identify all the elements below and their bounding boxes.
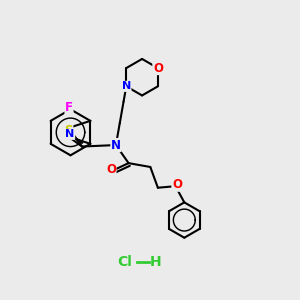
Text: N: N: [65, 129, 75, 140]
Text: O: O: [172, 178, 182, 191]
Text: S: S: [64, 124, 73, 137]
Text: N: N: [122, 81, 131, 91]
Text: O: O: [153, 61, 163, 75]
Text: F: F: [65, 101, 73, 114]
Text: N: N: [111, 139, 121, 152]
Text: H: H: [150, 255, 162, 269]
Text: O: O: [106, 164, 116, 176]
Text: Cl: Cl: [118, 255, 132, 269]
